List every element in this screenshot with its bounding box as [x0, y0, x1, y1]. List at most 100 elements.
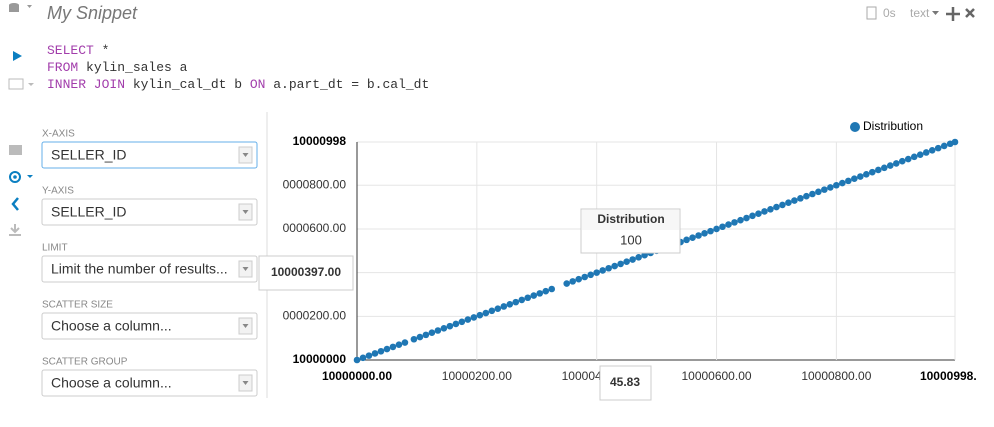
point: [719, 223, 726, 231]
point: [916, 151, 924, 158]
point: [875, 166, 882, 174]
mode[interactable]: text: [910, 6, 930, 20]
point: [440, 325, 448, 332]
code-editor[interactable]: SELECT * FROM kylin_sales a INNER JOIN kyl…: [47, 43, 429, 92]
point: [731, 219, 738, 226]
point: [761, 208, 768, 215]
x-tick-label: 10000998.00: [920, 369, 990, 383]
point: [476, 311, 484, 319]
code-line: INNER JOIN kylin_cal_dt b ON a.part_dt =…: [47, 77, 429, 92]
tooltip-header: [582, 210, 679, 230]
y-tick-label: 10000200.00: [276, 308, 346, 322]
point: [530, 292, 538, 299]
point: [512, 298, 520, 306]
select-box[interactable]: [41, 312, 258, 340]
point: [464, 316, 472, 323]
point: [482, 309, 490, 317]
code-line: SELECT *: [47, 43, 109, 58]
point: [934, 144, 942, 152]
point: [863, 171, 870, 178]
point: [845, 177, 852, 185]
chart: 1000000010000200.0010000400.0010000600.0…: [258, 119, 990, 401]
point: [575, 275, 583, 283]
point: [695, 232, 702, 239]
select-box[interactable]: [41, 255, 258, 283]
code-token: a.part_dt = b.cal_dt: [265, 77, 429, 92]
point: [892, 160, 900, 167]
y-tick-label: 10000600.00: [276, 221, 346, 235]
legend-label[interactable]: Distribution: [863, 119, 923, 133]
point: [488, 307, 496, 315]
point: [928, 147, 936, 154]
select-box[interactable]: [41, 369, 258, 397]
db-icon: [9, 3, 32, 12]
point: [500, 303, 508, 310]
point: [365, 352, 373, 359]
collapse-icon[interactable]: [11, 197, 19, 211]
code-token: *: [94, 43, 110, 58]
code-token: FROM: [47, 60, 78, 75]
point: [422, 331, 430, 339]
point: [428, 329, 436, 336]
tooltip-value: 100: [620, 232, 642, 247]
point: [707, 227, 714, 235]
select-value[interactable]: SELLER_ID: [51, 204, 126, 220]
point: [880, 164, 888, 172]
snippet-title[interactable]: My Snippet: [47, 3, 138, 23]
point: [869, 168, 876, 176]
code-token: ON: [250, 77, 266, 92]
point: [809, 190, 816, 198]
select-value[interactable]: SELLER_ID: [51, 147, 126, 163]
select-value[interactable]: Choose a column...: [51, 375, 172, 391]
point: [629, 256, 636, 263]
code-token: INNER JOIN: [47, 77, 125, 92]
point: [548, 285, 556, 293]
point: [755, 210, 762, 217]
point: [623, 258, 630, 266]
point: [611, 262, 618, 270]
point: [377, 347, 385, 355]
x-guide-label: 45.83: [610, 375, 640, 389]
point: [410, 335, 418, 343]
map-caret[interactable]: [28, 83, 34, 86]
point: [886, 162, 894, 169]
point: [904, 155, 912, 163]
point: [743, 214, 750, 222]
x-tick-label: 10000200.00: [442, 369, 512, 383]
grid-icon[interactable]: [9, 145, 22, 155]
select-value[interactable]: Choose a column...: [51, 318, 172, 334]
close-icon[interactable]: [965, 8, 975, 18]
point: [749, 212, 756, 220]
chart-caret[interactable]: [27, 175, 33, 178]
doc-icon: [866, 6, 877, 20]
download-icon[interactable]: [9, 224, 21, 236]
point: [536, 290, 544, 297]
point: [827, 184, 834, 191]
legend-marker[interactable]: [850, 122, 860, 132]
select-box[interactable]: [41, 141, 258, 169]
move-icon[interactable]: [946, 7, 960, 21]
y-tick-label: 10000000: [293, 352, 347, 366]
run-button[interactable]: [13, 51, 22, 61]
map-icon[interactable]: [8, 78, 24, 90]
y-guide-box: [258, 255, 354, 291]
select-box[interactable]: [41, 198, 258, 226]
point: [569, 278, 577, 285]
chart-icon[interactable]: [9, 171, 21, 183]
y-tick-label: 10000998: [293, 134, 347, 148]
code-token: kylin_sales a: [78, 60, 187, 75]
point: [821, 186, 828, 193]
field-label: SCATTER SIZE: [42, 300, 113, 311]
mode-caret[interactable]: [932, 11, 939, 15]
point: [506, 300, 514, 308]
point: [617, 260, 624, 268]
point: [458, 318, 466, 326]
point: [389, 343, 397, 351]
field-label: Y-AXIS: [42, 186, 74, 197]
select-arrow: [242, 210, 249, 214]
x-tick-label: 10000800.00: [801, 369, 871, 383]
select-value[interactable]: Limit the number of results...: [51, 261, 228, 277]
point: [563, 280, 571, 287]
point: [416, 333, 424, 341]
